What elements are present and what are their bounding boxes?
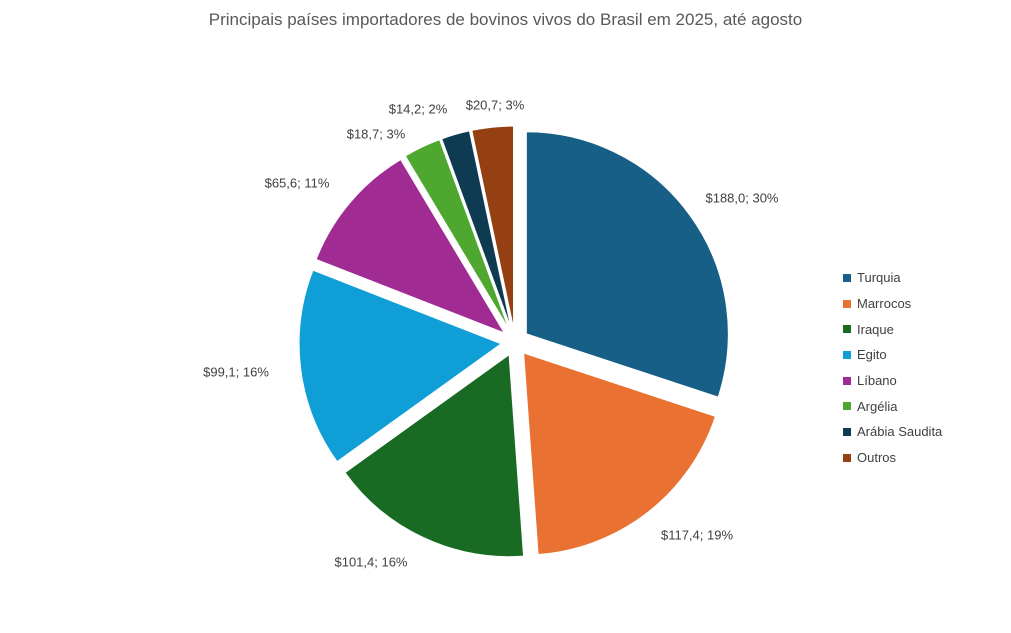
data-label-outros: $20,7; 3% (466, 97, 525, 112)
pie-slice-marrocos (523, 352, 717, 556)
data-label-arábia-saudita: $14,2; 2% (389, 101, 448, 116)
legend-label: Arábia Saudita (857, 424, 943, 440)
legend-label: Líbano (857, 373, 897, 389)
legend-item: Turquia (843, 265, 942, 291)
pie-slice-turquia (525, 131, 729, 398)
legend-label: Marrocos (857, 296, 912, 312)
legend-item: Arábia Saudita (843, 419, 942, 445)
legend-label: Egito (857, 347, 887, 363)
legend-label: Outros (857, 450, 897, 466)
legend-label: Turquia (857, 270, 901, 286)
data-label-marrocos: $117,4; 19% (661, 527, 733, 542)
chart-title: Principais países importadores de bovino… (208, 10, 803, 29)
legend-item: Argélia (843, 393, 942, 419)
pie-slice-líbano (315, 158, 506, 334)
legend-item: Egito (843, 342, 942, 368)
data-label-argélia: $18,7; 3% (347, 126, 406, 141)
pie-slice-arábia-saudita (441, 130, 512, 329)
legend-item: Líbano (843, 368, 942, 394)
legend-swatch (843, 427, 851, 436)
legend-label: Iraque (857, 321, 894, 337)
data-label-egito: $99,1; 16% (203, 364, 269, 379)
legend-swatch (843, 299, 851, 308)
data-label-turquia: $188,0; 30% (705, 190, 778, 205)
pie-slice-egito (298, 269, 503, 463)
legend-swatch (843, 376, 851, 385)
data-label-iraque: $101,4; 16% (334, 554, 407, 569)
legend-swatch (843, 325, 851, 334)
legend: Turquia Marrocos Iraque Egito Líbano Argélia A… (843, 265, 942, 471)
pie-slice-iraque (344, 353, 525, 558)
pie-slice-outros (471, 125, 515, 329)
pie-slice-argélia (404, 139, 510, 330)
legend-item: Outros (843, 445, 942, 471)
legend-item: Iraque (843, 316, 942, 342)
legend-swatch (843, 350, 851, 359)
legend-swatch (843, 453, 851, 462)
legend-swatch (843, 273, 851, 282)
legend-item: Marrocos (843, 291, 942, 317)
legend-swatch (843, 402, 851, 411)
data-label-líbano: $65,6; 11% (265, 175, 330, 190)
legend-label: Argélia (857, 398, 898, 414)
